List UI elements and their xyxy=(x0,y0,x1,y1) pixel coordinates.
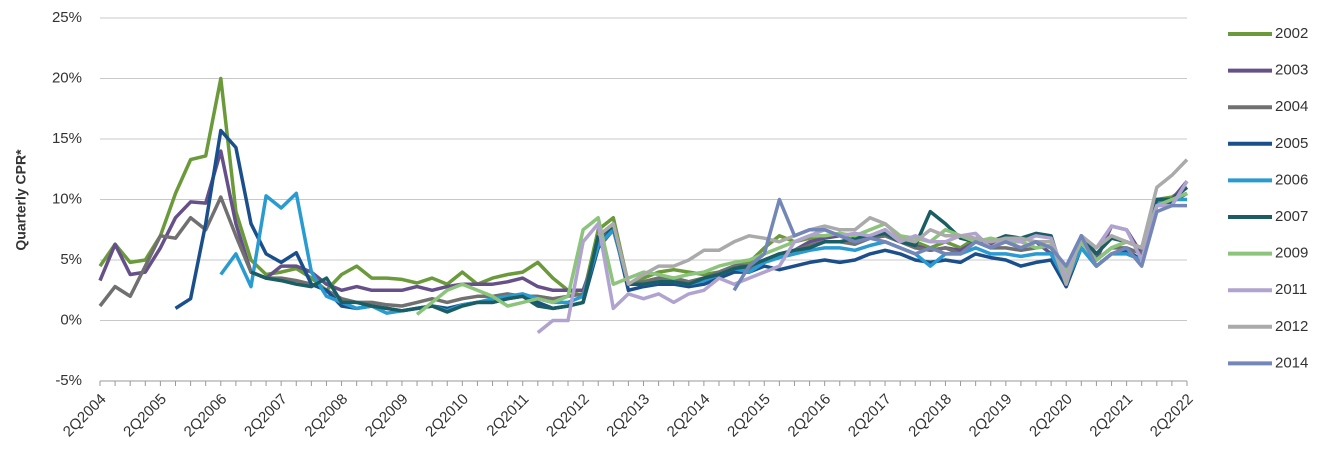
legend-label: 2005 xyxy=(1275,135,1308,152)
series-line xyxy=(250,186,1189,314)
x-tick-label: 2Q2004 xyxy=(60,391,110,441)
x-tick-label: 2Q2016 xyxy=(785,391,835,441)
x-tick-label: 2Q2021 xyxy=(1086,391,1136,441)
x-tick-label: 2Q2010 xyxy=(422,391,472,441)
legend-label: 2009 xyxy=(1275,245,1308,262)
x-tick-label: 2Q2009 xyxy=(362,391,412,441)
series-line xyxy=(597,158,1189,286)
legend-label: 2004 xyxy=(1275,98,1308,115)
x-tick-label: 2Q2014 xyxy=(664,391,714,441)
y-axis-label: Quarterly CPR* xyxy=(13,149,29,251)
legend-label: 2002 xyxy=(1275,25,1308,42)
y-tick-label: 25% xyxy=(52,9,82,26)
series-line xyxy=(174,128,1188,313)
legend-label: 2006 xyxy=(1275,171,1308,188)
legend-label: 2007 xyxy=(1275,208,1308,225)
x-tick-label: 2Q2007 xyxy=(241,391,291,441)
x-tick-label: 2Q2013 xyxy=(603,391,653,441)
y-tick-label: 20% xyxy=(52,69,82,86)
legend-label: 2011 xyxy=(1275,281,1307,298)
series-line xyxy=(219,191,1187,315)
x-tick-label: 2Q2022 xyxy=(1147,391,1197,441)
x-tick-label: 2Q2008 xyxy=(301,391,351,441)
y-tick-label: 15% xyxy=(52,130,82,147)
x-tick-label: 2Q2019 xyxy=(966,391,1016,441)
x-tick-label: 2Q2006 xyxy=(181,391,231,441)
x-tick-label: 2Q2015 xyxy=(724,391,774,441)
y-tick-label: 10% xyxy=(52,190,82,207)
x-tick-label: 2Q2005 xyxy=(120,391,170,441)
series-line xyxy=(732,197,1187,292)
x-tick-label: 2Q2012 xyxy=(543,391,593,441)
legend-label: 2012 xyxy=(1275,318,1308,335)
y-tick-label: 5% xyxy=(60,251,82,268)
y-tick-label: -5% xyxy=(55,372,82,389)
legend-label: 2014 xyxy=(1275,354,1308,371)
y-tick-label: 0% xyxy=(60,311,82,328)
legend-label: 2003 xyxy=(1275,62,1308,79)
x-tick-label: 2Q2017 xyxy=(845,391,895,441)
x-tick-label: 2Q2020 xyxy=(1026,391,1076,441)
x-tick-label: 2Q2018 xyxy=(905,391,955,441)
x-tick-label: 2Q2011 xyxy=(483,391,532,440)
series-line xyxy=(98,191,1188,308)
